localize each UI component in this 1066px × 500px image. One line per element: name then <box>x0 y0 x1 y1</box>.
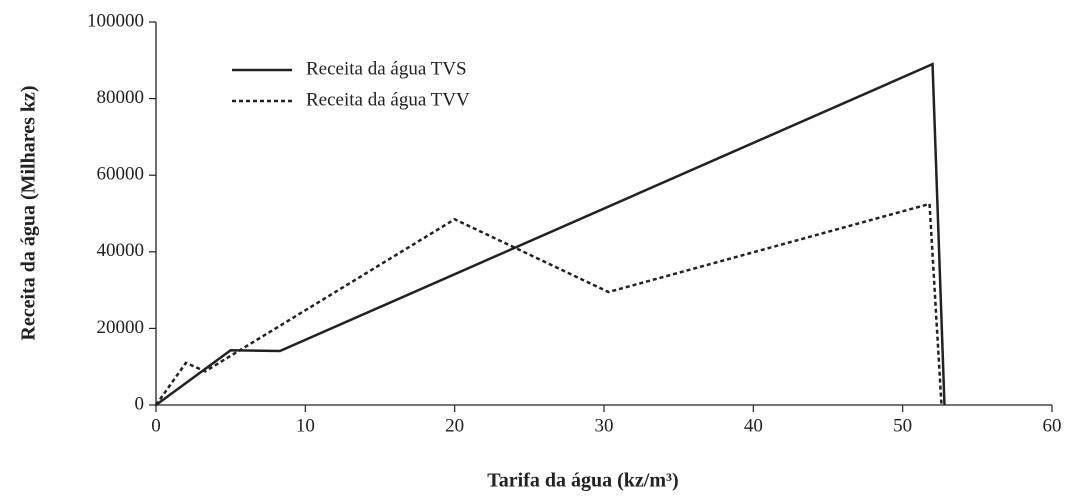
y-tick-label: 20000 <box>97 317 145 338</box>
data-line <box>154 202 943 406</box>
legend-label: Receita da água TVV <box>306 89 470 110</box>
y-tick-label: 80000 <box>97 87 145 108</box>
x-tick-label: 50 <box>893 415 912 436</box>
x-axis-label: Tarifa da água (kz/m³) <box>487 470 678 492</box>
x-tick-label: 0 <box>151 415 161 436</box>
x-tick-label: 20 <box>445 415 464 436</box>
x-tick-label: 40 <box>744 415 763 436</box>
y-tick-label: 0 <box>135 393 145 414</box>
legend-label: Receita da água TVS <box>306 58 467 79</box>
data-line <box>155 62 946 407</box>
y-tick-label: 40000 <box>97 240 145 261</box>
x-tick-label: 10 <box>296 415 315 436</box>
x-tick-label: 60 <box>1043 415 1062 436</box>
y-tick-label: 60000 <box>97 164 145 185</box>
x-tick-label: 30 <box>595 415 614 436</box>
y-axis-label: Receita da água (Milhares kz) <box>18 85 40 340</box>
y-tick-label: 100000 <box>87 10 144 31</box>
